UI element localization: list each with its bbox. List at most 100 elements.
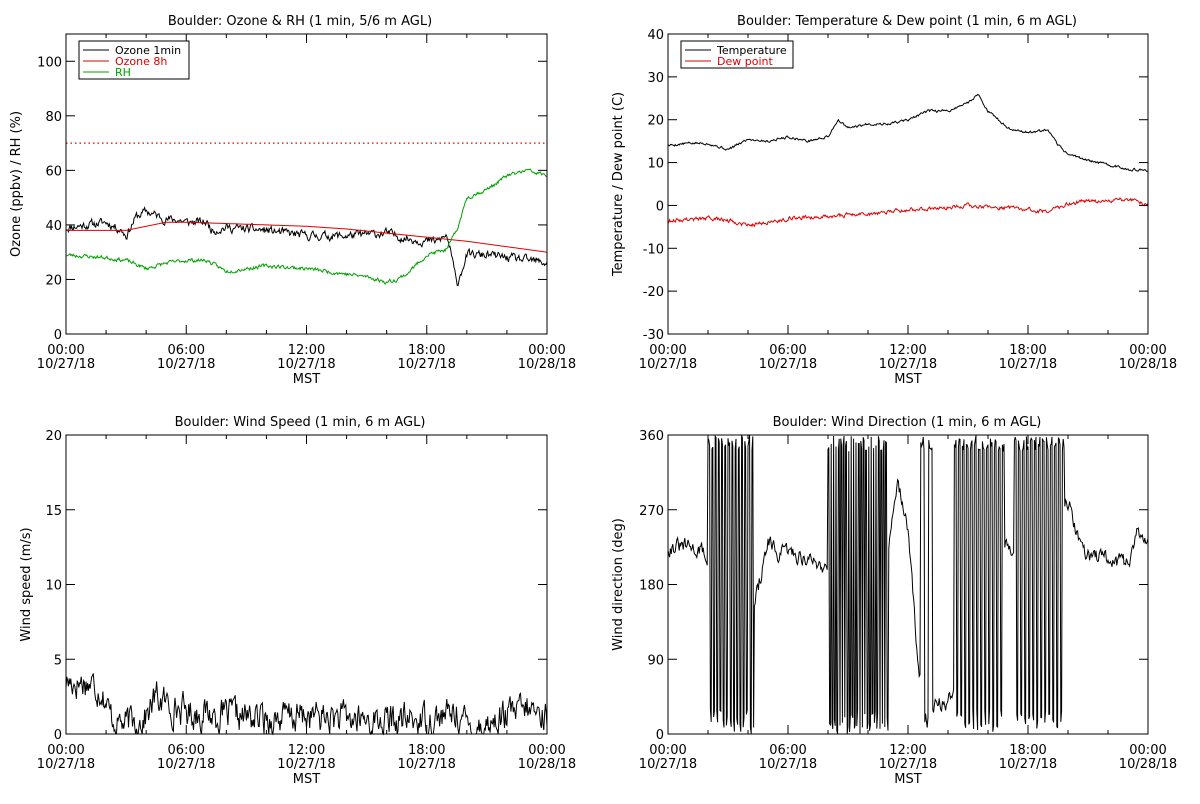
x-tick-label-time: 18:00 bbox=[1009, 343, 1046, 358]
legend-entry: Temperature bbox=[716, 44, 787, 57]
y-tick-label: 40 bbox=[45, 219, 62, 234]
chart-title: Boulder: Wind Direction (1 min, 6 m AGL) bbox=[773, 415, 1042, 430]
legend-entry: Ozone 1min bbox=[115, 44, 181, 57]
series-line-1 bbox=[667, 197, 1149, 228]
y-tick-label: 270 bbox=[639, 504, 664, 519]
x-tick-label-time: 00:00 bbox=[1129, 343, 1166, 358]
y-tick-label: -30 bbox=[643, 328, 664, 343]
x-tick-label-date: 10/27/18 bbox=[999, 757, 1057, 772]
ozone-rh-panel: Boulder: Ozone & RH (1 min, 5/6 m AGL) 0… bbox=[9, 14, 576, 387]
series-line-0 bbox=[667, 434, 1149, 735]
x-tick-label-time: 06:00 bbox=[769, 343, 806, 358]
x-tick-label-time: 12:00 bbox=[889, 343, 926, 358]
y-tick-label: 10 bbox=[45, 579, 62, 594]
series-line-2 bbox=[65, 168, 548, 286]
y-axis-label: Wind speed (m/s) bbox=[19, 527, 34, 641]
legend-box bbox=[680, 40, 794, 69]
x-axis-label: MST bbox=[293, 772, 320, 787]
y-tick-label: 30 bbox=[647, 71, 664, 86]
y-tick-label: 10 bbox=[647, 157, 664, 172]
x-tick-label-time: 12:00 bbox=[288, 343, 325, 358]
x-tick-label-date: 10/27/18 bbox=[398, 757, 456, 772]
y-tick-label: 20 bbox=[647, 114, 664, 129]
x-tick-label-date: 10/27/18 bbox=[999, 357, 1057, 372]
x-tick-label-date: 10/27/18 bbox=[639, 357, 697, 372]
y-tick-label: 20 bbox=[45, 429, 62, 444]
x-tick-label-date: 10/27/18 bbox=[37, 757, 95, 772]
x-tick-label-date: 10/27/18 bbox=[157, 357, 215, 372]
x-tick-label-time: 06:00 bbox=[769, 743, 806, 758]
y-tick-label: 5 bbox=[54, 653, 62, 668]
series-line-1 bbox=[66, 221, 548, 253]
x-tick-label-date: 10/27/18 bbox=[759, 357, 817, 372]
x-tick-label-date: 10/27/18 bbox=[879, 357, 937, 372]
temperature-dewpoint-panel: Boulder: Temperature & Dew point (1 min,… bbox=[611, 14, 1177, 387]
y-tick-label: 180 bbox=[639, 579, 664, 594]
x-tick-label-time: 06:00 bbox=[168, 743, 205, 758]
wind-direction-panel: Boulder: Wind Direction (1 min, 6 m AGL)… bbox=[611, 415, 1177, 787]
x-tick-label-time: 00:00 bbox=[649, 743, 686, 758]
x-tick-label-date: 10/28/18 bbox=[1119, 357, 1177, 372]
x-tick-label-time: 06:00 bbox=[168, 343, 205, 358]
x-tick-label-time: 00:00 bbox=[47, 343, 84, 358]
y-tick-label: 100 bbox=[37, 55, 62, 70]
x-tick-label-date: 10/27/18 bbox=[759, 757, 817, 772]
y-axis-label: Temperature / Dew point (C) bbox=[611, 92, 626, 277]
y-axis-label: Ozone (ppbv) / RH (%) bbox=[9, 111, 24, 257]
x-tick-label-time: 12:00 bbox=[288, 743, 325, 758]
x-tick-label-time: 00:00 bbox=[1129, 743, 1166, 758]
x-tick-label-date: 10/27/18 bbox=[398, 357, 456, 372]
chart-title: Boulder: Wind Speed (1 min, 6 m AGL) bbox=[175, 415, 426, 430]
x-tick-label-date: 10/27/18 bbox=[277, 757, 335, 772]
series-line-0 bbox=[65, 205, 548, 287]
chart-title: Boulder: Ozone & RH (1 min, 5/6 m AGL) bbox=[168, 14, 432, 29]
wind-speed-panel: Boulder: Wind Speed (1 min, 6 m AGL) 0 5 1… bbox=[19, 415, 576, 787]
x-tick-label-time: 00:00 bbox=[528, 343, 565, 358]
x-tick-label-date: 10/28/18 bbox=[1119, 757, 1177, 772]
x-axis-label: MST bbox=[894, 772, 921, 787]
y-tick-label: 0 bbox=[656, 199, 664, 214]
chart-title: Boulder: Temperature & Dew point (1 min,… bbox=[737, 14, 1077, 29]
series-line-0 bbox=[65, 673, 548, 736]
series-line-0 bbox=[667, 93, 1149, 172]
x-tick-label-time: 18:00 bbox=[408, 343, 445, 358]
y-tick-label: 40 bbox=[647, 28, 664, 43]
x-tick-label-time: 00:00 bbox=[649, 343, 686, 358]
x-tick-label-time: 00:00 bbox=[47, 743, 84, 758]
legend-entry: Ozone 8h bbox=[115, 55, 167, 68]
y-tick-label: 0 bbox=[54, 328, 62, 343]
x-tick-label-time: 18:00 bbox=[408, 743, 445, 758]
x-tick-label-date: 10/27/18 bbox=[37, 357, 95, 372]
x-tick-label-date: 10/27/18 bbox=[639, 757, 697, 772]
y-tick-label: -20 bbox=[643, 285, 664, 300]
x-tick-label-date: 10/28/18 bbox=[518, 757, 576, 772]
y-tick-label: 80 bbox=[45, 110, 62, 125]
y-tick-label: 20 bbox=[45, 273, 62, 288]
x-tick-label-time: 18:00 bbox=[1009, 743, 1046, 758]
legend-entry: Dew point bbox=[717, 55, 773, 68]
y-tick-label: 360 bbox=[639, 429, 664, 444]
y-tick-label: 0 bbox=[54, 728, 62, 743]
plot-frame bbox=[667, 33, 1149, 335]
y-tick-label: 0 bbox=[656, 728, 664, 743]
x-tick-label-date: 10/28/18 bbox=[518, 357, 576, 372]
x-tick-label-time: 00:00 bbox=[528, 743, 565, 758]
legend-entry: RH bbox=[115, 66, 131, 79]
y-tick-label: 15 bbox=[45, 504, 62, 519]
x-tick-label-date: 10/27/18 bbox=[157, 757, 215, 772]
y-tick-label: -10 bbox=[643, 242, 664, 257]
x-tick-label-date: 10/27/18 bbox=[277, 357, 335, 372]
legend-box bbox=[78, 40, 190, 80]
x-tick-label-date: 10/27/18 bbox=[879, 757, 937, 772]
y-tick-label: 90 bbox=[647, 653, 664, 668]
x-axis-label: MST bbox=[894, 372, 921, 387]
plot-frame bbox=[65, 434, 548, 735]
y-tick-label: 60 bbox=[45, 164, 62, 179]
x-axis-label: MST bbox=[293, 372, 320, 387]
x-tick-label-time: 12:00 bbox=[889, 743, 926, 758]
y-axis-label: Wind direction (deg) bbox=[611, 518, 626, 651]
